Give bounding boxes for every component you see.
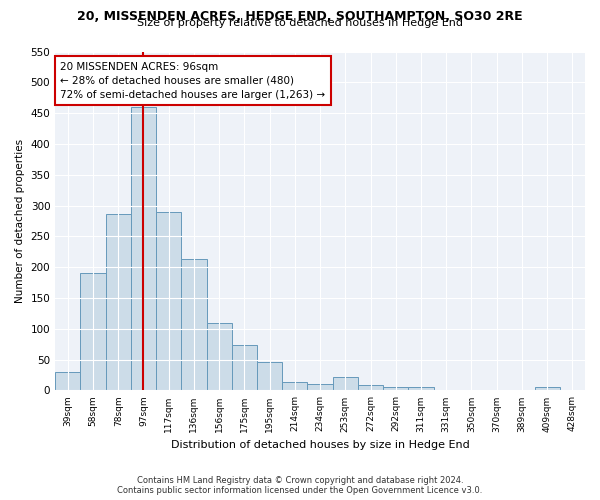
Text: 20, MISSENDEN ACRES, HEDGE END, SOUTHAMPTON, SO30 2RE: 20, MISSENDEN ACRES, HEDGE END, SOUTHAMP… — [77, 10, 523, 23]
Bar — [55, 372, 80, 390]
Bar — [332, 378, 358, 390]
Text: Contains HM Land Registry data © Crown copyright and database right 2024.
Contai: Contains HM Land Registry data © Crown c… — [118, 476, 482, 495]
Bar — [409, 388, 434, 390]
Bar — [307, 384, 332, 390]
Bar — [232, 346, 257, 391]
Bar — [257, 362, 282, 390]
Bar — [206, 324, 232, 390]
Bar — [282, 382, 307, 390]
Text: Size of property relative to detached houses in Hedge End: Size of property relative to detached ho… — [137, 18, 463, 28]
Y-axis label: Number of detached properties: Number of detached properties — [15, 139, 25, 303]
Bar — [131, 107, 156, 391]
Bar — [156, 212, 181, 390]
Bar — [181, 259, 206, 390]
Bar — [358, 385, 383, 390]
X-axis label: Distribution of detached houses by size in Hedge End: Distribution of detached houses by size … — [171, 440, 469, 450]
Bar — [535, 388, 560, 390]
Bar — [80, 274, 106, 390]
Text: 20 MISSENDEN ACRES: 96sqm
← 28% of detached houses are smaller (480)
72% of semi: 20 MISSENDEN ACRES: 96sqm ← 28% of detac… — [61, 62, 326, 100]
Bar — [383, 388, 409, 390]
Bar — [106, 214, 131, 390]
